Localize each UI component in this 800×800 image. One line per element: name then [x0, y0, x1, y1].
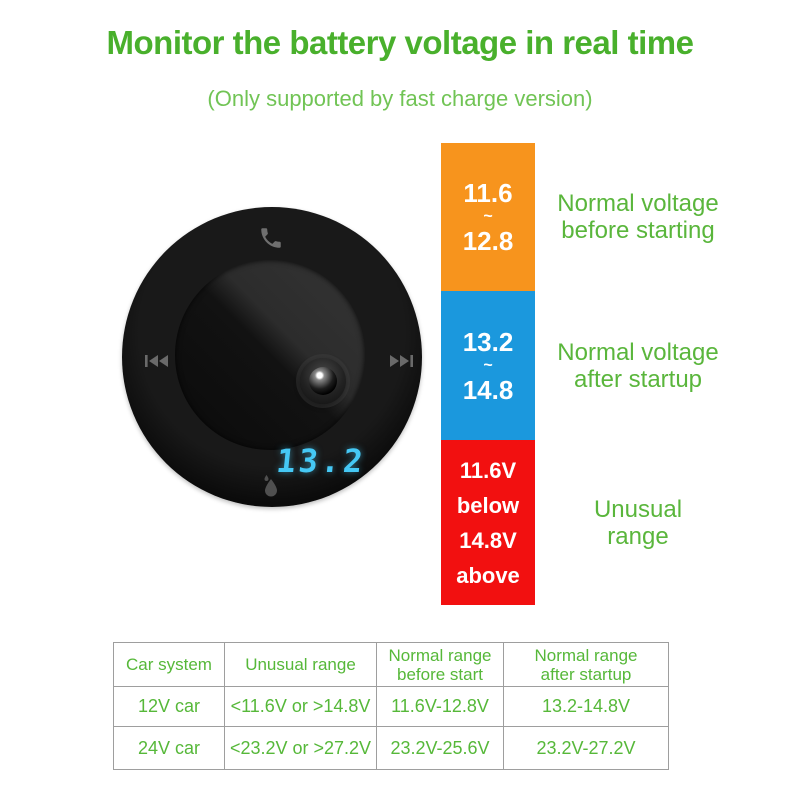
header-line: Normal range — [388, 645, 492, 665]
table-row: 12V car <11.6V or >14.8V 11.6V-12.8V 13.… — [113, 686, 669, 727]
label-line: before starting — [561, 217, 715, 244]
label-line: after startup — [573, 365, 703, 393]
next-track-icon — [388, 353, 414, 374]
label-normal-before: Normal voltage before starting — [543, 143, 733, 291]
cell-normal-after: 13.2-14.8V — [503, 686, 669, 727]
table-row: 24V car <23.2V or >27.2V 23.2V-25.6V 23.… — [113, 726, 669, 770]
knob-highlight — [309, 367, 337, 395]
drop-icon — [257, 471, 283, 506]
header-line: Normal range — [534, 645, 638, 665]
scale-block-normal-after: 13.2 ~ 14.8 — [441, 291, 535, 440]
tilde: ~ — [483, 356, 493, 374]
col-header-unusual-range: Unusual range — [224, 642, 377, 687]
col-header-normal-before: Normal range before start — [376, 642, 504, 687]
range-value: 14.8 — [462, 374, 514, 405]
col-header-car-system: Car system — [113, 642, 225, 687]
range-value: 11.6 — [463, 178, 513, 208]
cell-car-system: 12V car — [113, 686, 225, 727]
col-header-normal-after: Normal range after startup — [503, 642, 669, 687]
previous-track-icon — [144, 353, 170, 374]
header-line: Car system — [126, 655, 212, 674]
range-value: 13.2 — [462, 326, 514, 357]
cell-car-system: 24V car — [113, 726, 225, 770]
cell-unusual-range: <23.2V or >27.2V — [224, 726, 377, 770]
label-line: Normal voltage — [557, 190, 719, 217]
device-photo: 13.2 — [122, 207, 422, 507]
cell-normal-before: 23.2V-25.6V — [376, 726, 504, 770]
label-line: Unusual — [593, 495, 683, 523]
device-glossy-panel: 13.2 — [175, 260, 368, 480]
scale-block-unusual: 11.6V below 14.8V above — [441, 440, 535, 605]
range-value: 11.6V — [459, 457, 517, 483]
cell-normal-after: 23.2V-27.2V — [503, 726, 669, 770]
page-subtitle: (Only supported by fast charge version) — [207, 86, 593, 111]
tilde: ~ — [483, 208, 493, 225]
voltage-scale: 11.6 ~ 12.8 13.2 ~ 14.8 11.6V below 14.8… — [441, 143, 535, 605]
header-line: before start — [397, 664, 483, 684]
range-value: 14.8V — [459, 527, 517, 553]
phone-icon — [258, 225, 284, 256]
range-value: 12.8 — [462, 226, 514, 256]
device-center-knob — [300, 358, 346, 404]
voltage-scale-labels: Normal voltage before starting Normal vo… — [543, 143, 733, 605]
label-unusual: Unusual range — [543, 440, 733, 605]
voltage-spec-table: Car system Unusual range Normal range be… — [113, 642, 669, 770]
voltage-display: 13.2 — [274, 442, 368, 480]
page-title: Monitor the battery voltage in real time — [106, 24, 694, 61]
scale-block-normal-before: 11.6 ~ 12.8 — [441, 143, 535, 291]
cell-normal-before: 11.6V-12.8V — [376, 686, 504, 727]
header-line: after startup — [540, 664, 632, 684]
label-line: Normal voltage — [557, 338, 719, 366]
label-normal-after: Normal voltage after startup — [543, 291, 733, 440]
header-line: Unusual range — [245, 655, 356, 674]
label-line: range — [607, 522, 669, 550]
table-header-row: Car system Unusual range Normal range be… — [113, 642, 669, 687]
cell-unusual-range: <11.6V or >14.8V — [224, 686, 377, 727]
range-value: below — [456, 492, 520, 518]
range-value: above — [456, 562, 520, 588]
